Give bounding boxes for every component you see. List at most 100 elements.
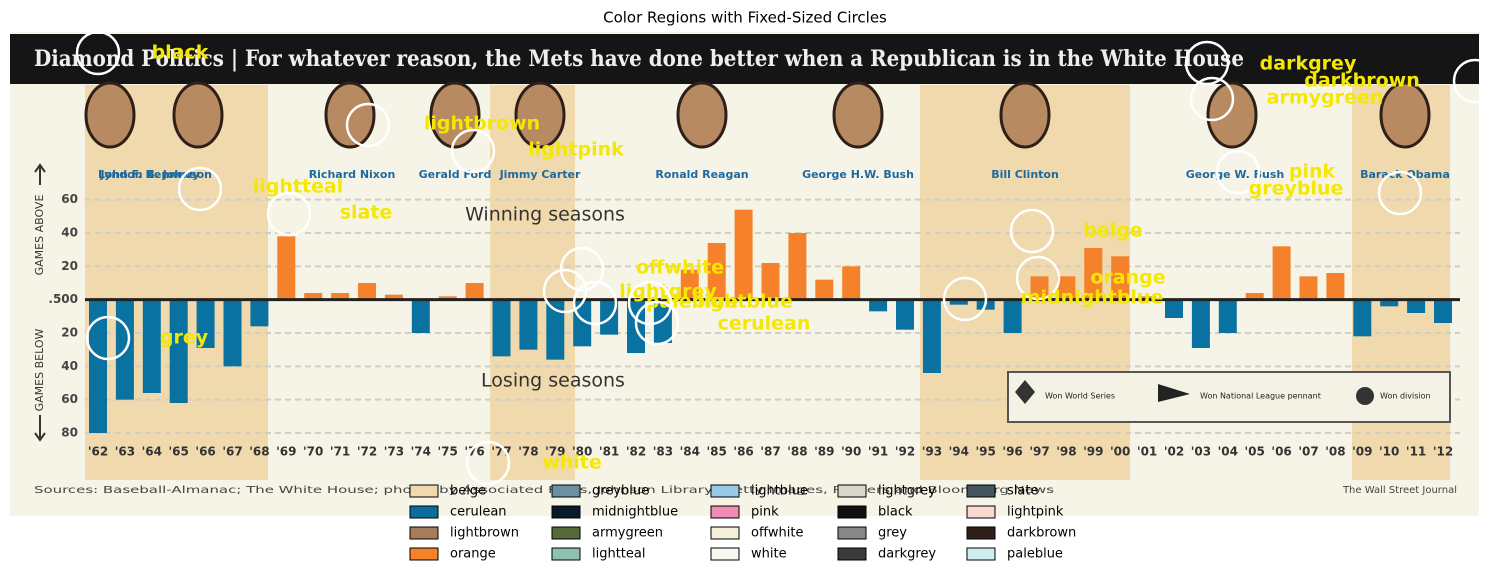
bar — [815, 279, 834, 300]
bar — [1084, 248, 1103, 300]
x-tick-label: '95 — [976, 445, 996, 459]
legend-swatch — [837, 547, 867, 561]
region-circle — [1215, 149, 1261, 195]
portrait — [1206, 81, 1258, 149]
bar — [492, 299, 511, 357]
region-label: darkbrown — [1304, 70, 1420, 92]
legend-swatch — [966, 547, 996, 561]
legend-swatch — [551, 505, 581, 519]
region-circle — [266, 191, 312, 237]
portrait — [999, 81, 1051, 149]
bar — [1380, 299, 1399, 307]
x-tick-label: '88 — [787, 445, 807, 459]
president-name: Richard Nixon — [309, 168, 396, 181]
x-tick-label: '70 — [303, 445, 323, 459]
bar — [1057, 276, 1076, 300]
legend-label: armygreen — [592, 526, 663, 541]
bar — [1218, 299, 1237, 333]
x-tick-label: '85 — [707, 445, 727, 459]
x-tick-label: '98 — [1056, 445, 1076, 459]
x-tick-label: '67 — [222, 445, 242, 459]
bar — [1003, 299, 1022, 333]
region-label: orange — [1090, 267, 1165, 289]
x-tick-label: '78 — [518, 445, 538, 459]
bar — [734, 209, 753, 300]
bar — [384, 294, 403, 300]
region-circle — [559, 246, 605, 292]
x-tick-label: '06 — [1271, 445, 1291, 459]
legend-label: grey — [878, 526, 907, 541]
x-tick-label: '89 — [814, 445, 834, 459]
region-label: greyblue — [1249, 178, 1344, 200]
region-circle — [1377, 170, 1423, 216]
x-tick-label: '90 — [841, 445, 861, 459]
bar — [223, 299, 242, 367]
header-bar — [10, 34, 1479, 84]
bar — [922, 299, 941, 373]
legend-swatch — [551, 526, 581, 540]
bar — [1165, 299, 1183, 318]
bar — [1434, 299, 1452, 323]
region-circle — [634, 300, 680, 346]
president-name: Ronald Reagan — [655, 168, 748, 181]
region-circle — [627, 280, 673, 326]
y-tick-label: 40 — [61, 359, 78, 373]
legend-label: lightbrown — [450, 526, 519, 541]
y-tick-label: 20 — [61, 259, 78, 273]
x-tick-label: '08 — [1325, 445, 1345, 459]
x-tick-label: '62 — [88, 445, 108, 459]
bar — [653, 299, 672, 343]
region-label: lightbrown — [424, 113, 540, 135]
legend-label: lightblue — [751, 484, 808, 499]
x-tick-label: '04 — [1218, 445, 1238, 459]
region-label: pink — [1289, 161, 1336, 183]
y-tick-label: 40 — [61, 226, 78, 240]
region-label: grey — [160, 327, 209, 349]
legend-swatch — [837, 505, 867, 519]
legend-swatch — [710, 484, 740, 498]
bar — [358, 283, 376, 300]
region-label: beige — [1083, 220, 1143, 242]
legend-swatch — [710, 505, 740, 519]
y-tick-label: .500 — [48, 292, 78, 306]
x-tick-label: '79 — [545, 445, 565, 459]
legend-label: lightteal — [592, 547, 646, 562]
x-tick-label: '72 — [357, 445, 377, 459]
legend-swatch — [966, 484, 996, 498]
y-tick-label: 60 — [61, 192, 78, 206]
x-tick-label: '12 — [1433, 445, 1453, 459]
region-circle — [1009, 208, 1055, 254]
x-tick-label: '97 — [1029, 445, 1049, 459]
bar — [277, 236, 296, 300]
x-tick-label: '96 — [1002, 445, 1022, 459]
legend-label: lightgrey — [878, 484, 936, 499]
region-label: armygreen — [1267, 87, 1384, 109]
icon-ball — [1356, 387, 1374, 405]
band — [85, 85, 268, 480]
bar — [250, 299, 269, 327]
legend-label: midnightblue — [592, 505, 678, 520]
x-tick-label: '64 — [142, 445, 162, 459]
legend-swatch — [409, 526, 439, 540]
legend-label: offwhite — [751, 526, 804, 541]
x-tick-label: '82 — [626, 445, 646, 459]
x-tick-label: '69 — [276, 445, 296, 459]
bar — [142, 299, 161, 393]
bar — [1030, 276, 1049, 300]
legend-swatch — [837, 484, 867, 498]
region-circle — [75, 30, 121, 76]
legend-swatch — [710, 526, 740, 540]
x-tick-label: '94 — [949, 445, 969, 459]
region-circle — [942, 276, 988, 322]
x-tick-label: '02 — [1164, 445, 1184, 459]
region-circle — [572, 280, 618, 326]
legend-swatch — [409, 484, 439, 498]
x-tick-label: '91 — [868, 445, 888, 459]
president-name: John F. Kennedy — [99, 168, 199, 181]
bar — [1111, 256, 1130, 300]
legend-label: black — [878, 505, 913, 520]
x-tick-label: '83 — [653, 445, 673, 459]
bar — [304, 293, 323, 300]
y-tick-label: 20 — [61, 326, 78, 340]
